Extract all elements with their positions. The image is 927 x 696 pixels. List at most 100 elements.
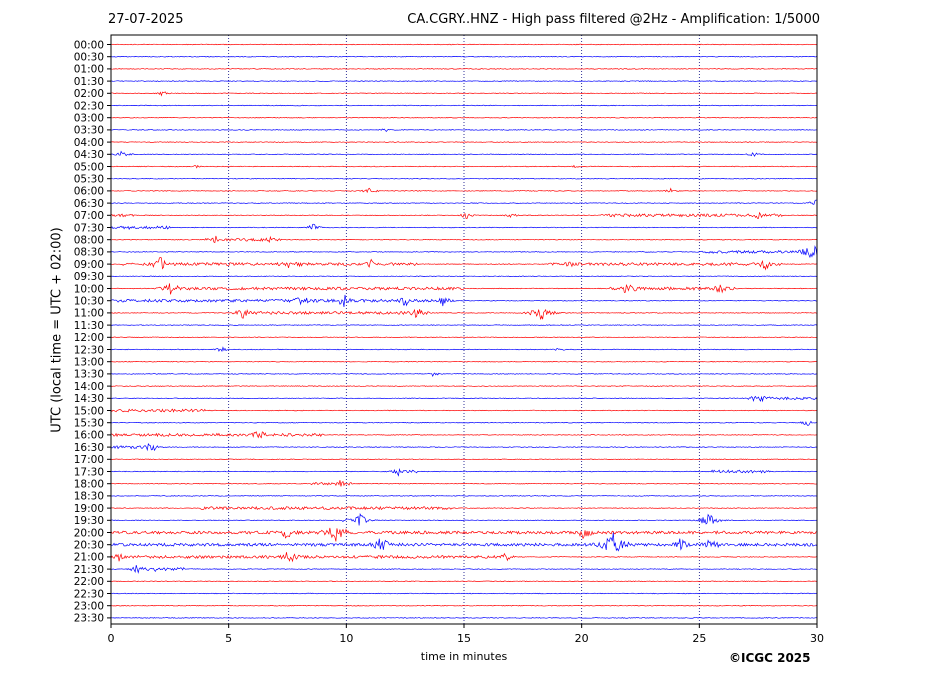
trace-row-04:00: [111, 141, 818, 143]
row-label-09:30: 09:30: [74, 271, 104, 283]
trace-row-19:30: [110, 513, 818, 526]
x-tick-label-10: 10: [339, 632, 353, 645]
row-label-05:00: 05:00: [74, 161, 104, 173]
row-label-20:30: 20:30: [74, 540, 104, 552]
row-label-22:00: 22:00: [74, 576, 104, 588]
row-label-01:30: 01:30: [74, 76, 104, 88]
x-axis-label: time in minutes: [420, 650, 508, 663]
chart-date: 27-07-2025: [108, 12, 184, 27]
row-label-07:30: 07:30: [74, 222, 104, 234]
trace-row-14:30: [110, 395, 818, 403]
row-label-17:00: 17:00: [74, 454, 104, 466]
row-label-10:30: 10:30: [74, 296, 104, 308]
x-tick-label-5: 5: [225, 632, 232, 645]
row-label-00:00: 00:00: [74, 39, 104, 51]
row-label-08:30: 08:30: [74, 247, 104, 259]
row-label-15:30: 15:30: [74, 418, 104, 430]
trace-row-20:30: [110, 532, 818, 552]
trace-row-11:00: [110, 308, 818, 320]
trace-row-08:30: [110, 245, 818, 259]
trace-row-13:00: [110, 360, 818, 363]
row-label-06:30: 06:30: [74, 198, 104, 210]
x-tick-label-0: 0: [108, 632, 115, 645]
trace-row-12:30: [110, 346, 818, 352]
row-label-02:30: 02:30: [74, 100, 104, 112]
row-label-20:00: 20:00: [74, 527, 104, 539]
row-label-21:00: 21:00: [74, 552, 104, 564]
row-label-11:00: 11:00: [74, 308, 104, 320]
trace-row-17:30: [110, 468, 818, 477]
row-label-10:00: 10:00: [74, 283, 104, 295]
trace-row-08:00: [110, 235, 818, 244]
chart-title: CA.CGRY..HNZ - High pass filtered @2Hz -…: [407, 12, 820, 27]
row-label-22:30: 22:30: [74, 588, 104, 600]
trace-row-10:00: [110, 283, 818, 295]
row-label-09:00: 09:00: [74, 259, 104, 271]
row-label-04:30: 04:30: [74, 149, 104, 161]
trace-row-07:00: [110, 211, 818, 219]
x-tick-label-20: 20: [575, 632, 589, 645]
trace-row-06:30: [110, 199, 818, 205]
trace-row-04:30: [110, 150, 818, 157]
trace-row-05:30: [110, 177, 818, 180]
row-label-14:00: 14:00: [74, 381, 104, 393]
trace-row-11:30: [110, 324, 818, 326]
trace-row-17:00: [110, 458, 818, 461]
trace-row-06:00: [110, 187, 818, 194]
row-label-17:30: 17:30: [74, 466, 104, 478]
x-tick-label-25: 25: [692, 632, 706, 645]
row-label-11:30: 11:30: [74, 320, 104, 332]
trace-row-16:30: [110, 443, 818, 452]
row-label-14:30: 14:30: [74, 393, 104, 405]
grid-layer: [228, 35, 700, 624]
trace-row-12:00: [110, 336, 818, 339]
trace-layer: [110, 43, 818, 619]
row-label-18:30: 18:30: [74, 491, 104, 503]
trace-row-23:30: [110, 617, 818, 619]
row-label-18:00: 18:00: [74, 479, 104, 491]
row-label-23:00: 23:00: [74, 601, 104, 613]
row-label-21:30: 21:30: [74, 564, 104, 576]
trace-row-02:00: [110, 91, 818, 97]
trace-row-05:00: [110, 164, 818, 169]
trace-row-03:30: [110, 128, 818, 133]
trace-row-19:00: [110, 505, 818, 511]
x-tick-label-15: 15: [457, 632, 471, 645]
row-label-15:00: 15:00: [74, 405, 104, 417]
plot-frame: [110, 34, 818, 625]
copyright-text: ©ICGC 2025: [729, 651, 811, 665]
trace-row-21:00: [110, 552, 818, 563]
row-label-23:30: 23:30: [74, 613, 104, 625]
row-label-02:00: 02:00: [74, 88, 104, 100]
row-label-16:30: 16:30: [74, 442, 104, 454]
trace-row-00:30: [110, 55, 818, 58]
row-label-05:30: 05:30: [74, 174, 104, 186]
row-label-03:30: 03:30: [74, 125, 104, 137]
row-label-12:30: 12:30: [74, 344, 104, 356]
trace-row-01:30: [110, 80, 818, 82]
row-label-19:00: 19:00: [74, 503, 104, 515]
trace-row-15:00: [110, 408, 818, 413]
trace-row-10:30: [110, 294, 818, 308]
trace-row-21:30: [110, 565, 818, 574]
row-label-13:30: 13:30: [74, 369, 104, 381]
trace-row-16:00: [110, 431, 818, 439]
trace-row-00:00: [110, 43, 818, 46]
row-label-00:30: 00:30: [74, 52, 104, 64]
trace-row-09:30: [110, 275, 818, 278]
row-label-13:00: 13:00: [74, 357, 104, 369]
row-label-06:00: 06:00: [74, 186, 104, 198]
row-label-07:00: 07:00: [74, 210, 104, 222]
tick-layer: 0 5 10 15 20 25 30 00:0000:3001:0001:3002:0002:…: [74, 39, 824, 645]
row-label-16:00: 16:00: [74, 430, 104, 442]
trace-row-15:30: [110, 420, 818, 426]
trace-row-14:00: [110, 385, 818, 387]
row-label-04:00: 04:00: [74, 137, 104, 149]
trace-row-23:00: [110, 604, 818, 607]
row-label-03:00: 03:00: [74, 113, 104, 125]
trace-row-07:30: [110, 223, 818, 231]
trace-row-18:30: [110, 495, 818, 497]
row-label-08:00: 08:00: [74, 235, 104, 247]
trace-row-22:30: [110, 592, 818, 595]
